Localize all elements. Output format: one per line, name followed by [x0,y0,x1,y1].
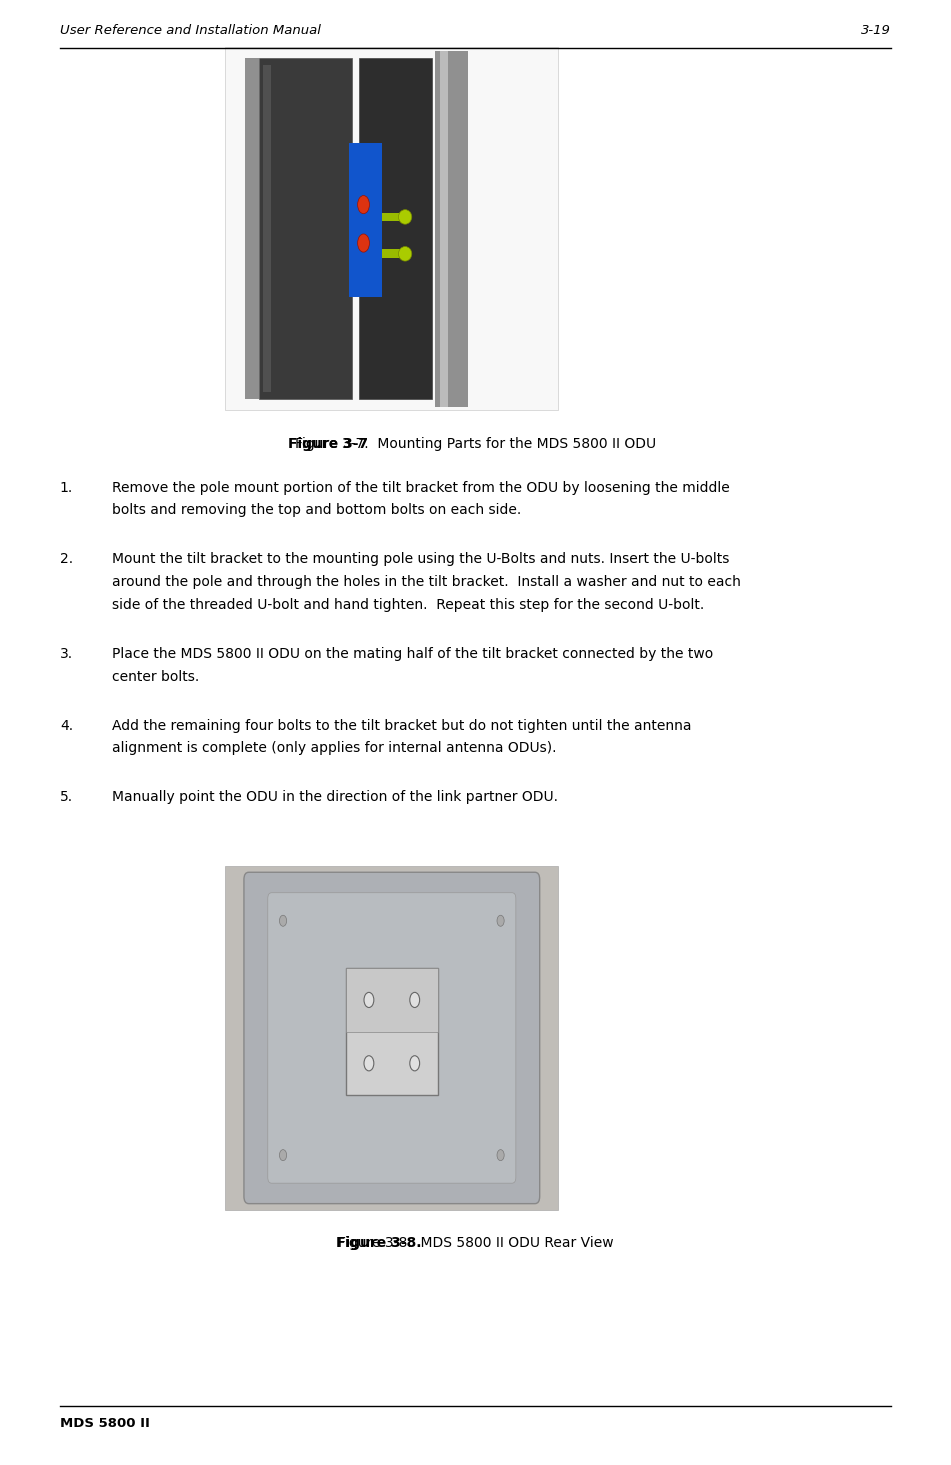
Bar [436,50,468,407]
FancyBboxPatch shape [268,892,515,1184]
Text: Figure 3-8.  MDS 5800 II ODU Rear View: Figure 3-8. MDS 5800 II ODU Rear View [338,1236,613,1251]
Text: around the pole and through the holes in the tilt bracket.  Install a washer and: around the pole and through the holes in… [112,576,741,589]
Text: alignment is complete (only applies for internal antenna ODUs).: alignment is complete (only applies for … [112,741,556,756]
Bar [245,57,259,400]
Text: 3-19: 3-19 [862,23,891,37]
Circle shape [358,234,369,252]
Text: side of the threaded U-bolt and hand tighten.  Repeat this step for the second U: side of the threaded U-bolt and hand tig… [112,598,705,612]
Bar [263,64,271,393]
Circle shape [410,992,419,1008]
Ellipse shape [398,209,412,224]
Text: 3.: 3. [60,648,73,661]
Circle shape [410,1056,419,1071]
Bar [440,50,448,407]
Text: Add the remaining four bolts to the tilt bracket but do not tighten until the an: Add the remaining four bolts to the tilt… [112,719,691,732]
Bar [346,968,437,1031]
Bar [381,249,400,258]
Bar [259,57,352,400]
Text: 1.: 1. [60,481,73,495]
Text: Figure 3-7: Figure 3-7 [288,437,368,451]
Text: center bolts.: center bolts. [112,670,200,684]
Text: 2.: 2. [60,552,73,567]
Text: Remove the pole mount portion of the tilt bracket from the ODU by loosening the : Remove the pole mount portion of the til… [112,481,730,495]
Bar [348,144,381,297]
Bar [225,866,558,1210]
Text: MDS 5800 II: MDS 5800 II [60,1417,150,1430]
Circle shape [497,1150,504,1160]
Circle shape [280,1150,286,1160]
Text: Mount the tilt bracket to the mounting pole using the U-Bolts and nuts. Insert t: Mount the tilt bracket to the mounting p… [112,552,729,567]
Text: Figure 3-8.: Figure 3-8. [336,1236,421,1251]
FancyBboxPatch shape [243,872,540,1204]
Text: Place the MDS 5800 II ODU on the mating half of the tilt bracket connected by th: Place the MDS 5800 II ODU on the mating … [112,648,713,661]
Circle shape [280,916,286,926]
Bar [359,57,432,400]
Text: 4.: 4. [60,719,73,732]
Circle shape [364,992,374,1008]
Circle shape [364,1056,374,1071]
Circle shape [497,916,504,926]
Text: User Reference and Installation Manual: User Reference and Installation Manual [60,23,320,37]
Bar [381,212,400,221]
Bar [346,968,437,1094]
Text: bolts and removing the top and bottom bolts on each side.: bolts and removing the top and bottom bo… [112,504,521,517]
Text: Manually point the ODU in the direction of the link partner ODU.: Manually point the ODU in the direction … [112,791,558,804]
Bar [225,47,558,410]
Text: Figure 3-7.  Mounting Parts for the MDS 5800 II ODU: Figure 3-7. Mounting Parts for the MDS 5… [295,437,656,451]
Circle shape [358,195,369,214]
Ellipse shape [398,246,412,261]
Text: 5.: 5. [60,791,73,804]
